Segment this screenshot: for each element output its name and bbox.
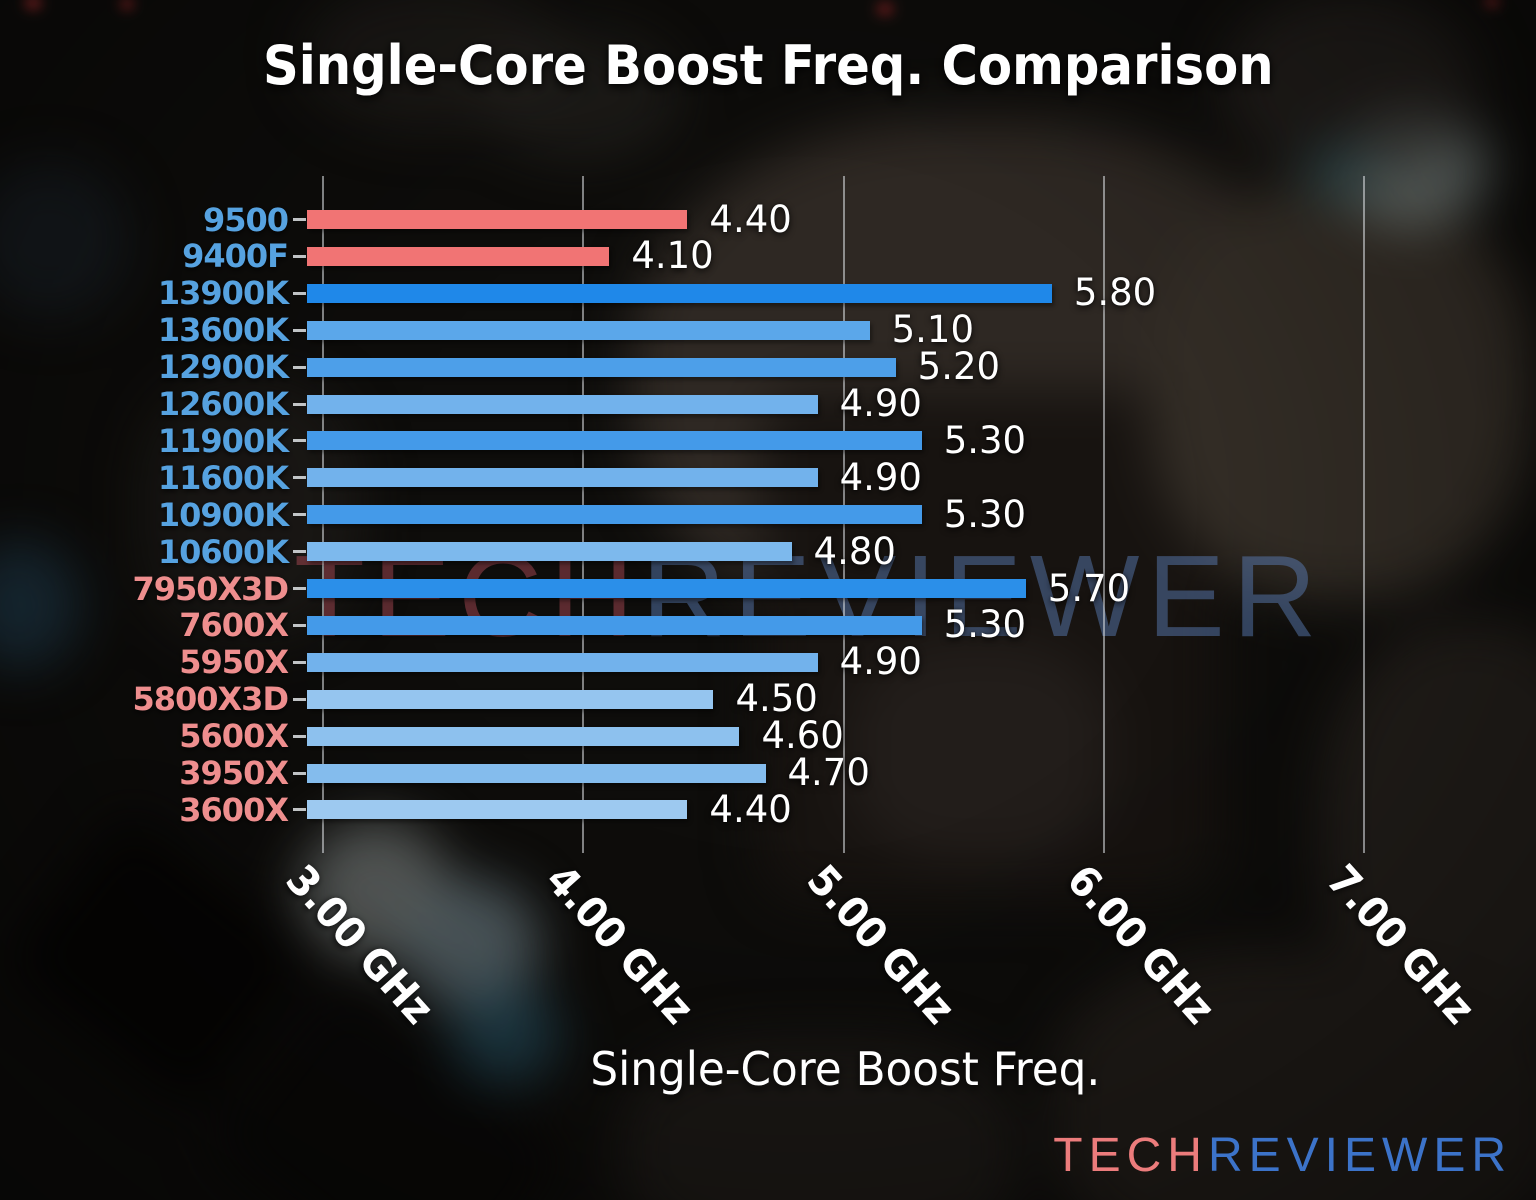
value-label: 4.70 bbox=[787, 751, 870, 794]
value-label: 4.10 bbox=[631, 234, 714, 278]
y-tick bbox=[293, 254, 306, 258]
gridline bbox=[1102, 176, 1105, 853]
y-tick bbox=[293, 623, 306, 627]
bg-red-speck bbox=[1484, 0, 1500, 8]
gridline bbox=[1363, 176, 1366, 853]
category-label: 9500 bbox=[202, 200, 289, 239]
bar bbox=[307, 246, 610, 266]
bar bbox=[307, 357, 896, 377]
bg-blob bbox=[1050, 950, 1536, 1200]
brand-logo: TECHREVIEWER bbox=[1053, 1132, 1512, 1180]
y-tick bbox=[293, 771, 306, 775]
bg-blob bbox=[480, 30, 680, 160]
value-label: 5.80 bbox=[1073, 271, 1157, 315]
bg-blob bbox=[850, 640, 1110, 860]
value-label: 5.30 bbox=[943, 492, 1027, 536]
bg-red-speck bbox=[24, 0, 42, 10]
value-label: 5.70 bbox=[1047, 566, 1131, 610]
bg-red-speck bbox=[876, 2, 894, 16]
category-label: 7600X bbox=[179, 606, 289, 645]
category-label: 11600K bbox=[157, 458, 289, 497]
category-label: 12900K bbox=[157, 348, 289, 387]
bar bbox=[307, 763, 766, 783]
x-tick-label: 3.00 GHz bbox=[276, 855, 444, 1034]
category-label: 10600K bbox=[157, 532, 289, 571]
x-tick-label: 6.00 GHz bbox=[1057, 855, 1225, 1034]
category-label: 13900K bbox=[157, 274, 289, 313]
category-label: 5600X bbox=[179, 717, 289, 756]
bar bbox=[307, 505, 922, 525]
y-tick bbox=[293, 291, 306, 295]
category-label: 5800X3D bbox=[132, 680, 289, 719]
bar bbox=[307, 320, 870, 340]
y-tick bbox=[293, 697, 306, 701]
bg-blob bbox=[1150, 180, 1530, 600]
value-label: 5.30 bbox=[943, 603, 1027, 647]
y-tick bbox=[293, 513, 306, 517]
value-label: 4.60 bbox=[761, 714, 844, 758]
value-label: 4.40 bbox=[709, 197, 792, 241]
x-tick-label: 4.00 GHz bbox=[536, 855, 704, 1034]
value-label: 5.30 bbox=[943, 418, 1027, 462]
y-tick bbox=[293, 734, 306, 738]
bar bbox=[307, 726, 740, 746]
value-label: 4.90 bbox=[839, 455, 922, 499]
y-tick bbox=[293, 402, 306, 406]
category-label: 7950X3D bbox=[132, 569, 289, 608]
value-label: 4.40 bbox=[709, 787, 792, 831]
y-tick bbox=[293, 587, 306, 590]
bar bbox=[307, 689, 714, 709]
y-tick bbox=[293, 660, 306, 664]
bar bbox=[307, 800, 688, 820]
category-label: 10900K bbox=[157, 495, 289, 534]
category-label: 13600K bbox=[157, 311, 289, 350]
bar bbox=[307, 210, 688, 229]
x-tick-label: 7.00 GHz bbox=[1317, 855, 1485, 1034]
x-axis-title: Single-Core Boost Freq. bbox=[345, 1042, 1345, 1096]
y-tick bbox=[293, 808, 306, 812]
value-label: 4.80 bbox=[813, 529, 896, 573]
bar bbox=[307, 542, 792, 562]
value-label: 5.10 bbox=[891, 308, 975, 352]
y-tick bbox=[293, 439, 306, 443]
y-tick bbox=[293, 218, 306, 221]
value-label: 5.20 bbox=[917, 345, 1001, 389]
bg-blob bbox=[1220, 0, 1480, 180]
bg-bokeh bbox=[450, 985, 560, 1085]
value-label: 4.90 bbox=[839, 382, 922, 425]
bar bbox=[307, 468, 818, 488]
category-label: 9400F bbox=[182, 237, 289, 276]
bg-blob bbox=[620, 1040, 1020, 1200]
logo-reviewer: REVIEWER bbox=[1207, 1129, 1512, 1182]
bg-bokeh bbox=[0, 160, 130, 320]
category-label: 3600X bbox=[179, 790, 289, 829]
y-tick bbox=[293, 550, 306, 554]
category-label: 5950X bbox=[179, 643, 289, 682]
bar bbox=[307, 283, 1052, 303]
x-axis-title-text: Single-Core Boost Freq. bbox=[590, 1042, 1100, 1096]
category-label: 3950X bbox=[179, 754, 289, 792]
category-label: 11900K bbox=[157, 421, 289, 460]
bg-red-speck bbox=[120, 0, 134, 10]
bar bbox=[307, 652, 818, 672]
value-label: 4.50 bbox=[735, 677, 818, 721]
y-tick bbox=[293, 328, 306, 332]
x-tick-label: 5.00 GHz bbox=[797, 855, 965, 1034]
bar bbox=[307, 615, 922, 635]
logo-tech: TECH bbox=[1053, 1129, 1208, 1182]
y-tick bbox=[293, 365, 306, 369]
chart-title-text: Single-Core Boost Freq. Comparison bbox=[262, 34, 1274, 97]
chart-title: Single-Core Boost Freq. Comparison bbox=[0, 34, 1536, 97]
category-label: 12600K bbox=[157, 385, 289, 423]
bar bbox=[307, 579, 1026, 598]
y-tick bbox=[293, 476, 306, 480]
bar bbox=[307, 394, 818, 414]
bar bbox=[307, 431, 922, 451]
value-label: 4.90 bbox=[839, 640, 922, 684]
